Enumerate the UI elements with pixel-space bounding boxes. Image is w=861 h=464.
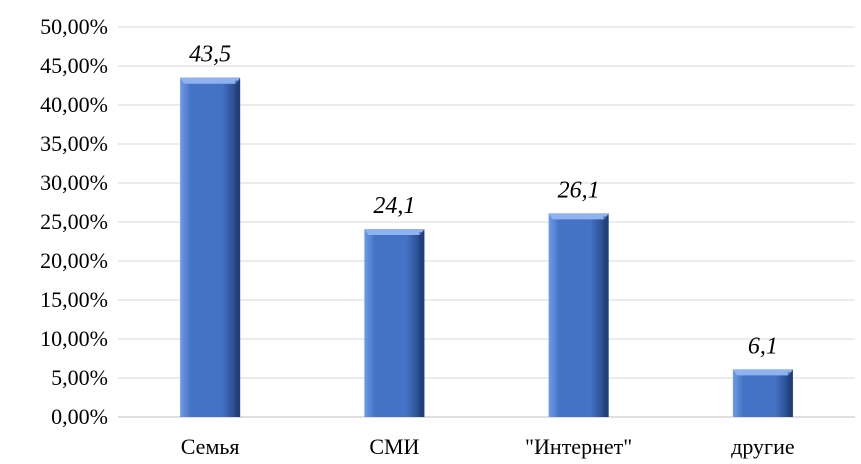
category-label: СМИ — [369, 434, 419, 459]
category-labels: Семья СМИ "Интернет" другие — [181, 434, 795, 459]
data-label: 43,5 — [189, 42, 231, 68]
data-labels: 43,5 24,1 26,1 6,1 — [189, 42, 778, 360]
bar — [732, 369, 793, 417]
y-tick-label: 5,00% — [51, 365, 108, 390]
y-axis-ticks: 0,00% 5,00% 10,00% 15,00% 20,00% 25,00% 30,00%… — [40, 14, 108, 429]
data-label: 24,1 — [373, 193, 415, 219]
bar — [548, 213, 609, 417]
y-tick-label: 0,00% — [51, 404, 108, 429]
y-tick-label: 20,00% — [40, 248, 108, 273]
y-tick-label: 25,00% — [40, 209, 108, 234]
y-tick-label: 35,00% — [40, 131, 108, 156]
bar — [364, 229, 425, 417]
category-label: другие — [731, 434, 794, 459]
bar-body — [180, 77, 241, 417]
gridlines — [118, 26, 855, 418]
bar-body — [364, 229, 425, 417]
category-label: Семья — [181, 434, 240, 459]
y-tick-label: 30,00% — [40, 170, 108, 195]
bar — [180, 77, 241, 417]
bar-side-shade — [603, 216, 609, 417]
category-label: "Интернет" — [525, 434, 632, 459]
bars — [180, 77, 793, 417]
bar-side-shade — [419, 232, 425, 417]
bar-side-shade — [235, 80, 241, 417]
y-tick-label: 40,00% — [40, 92, 108, 117]
bar-top-bevel — [364, 229, 425, 236]
y-tick-label: 10,00% — [40, 326, 108, 351]
y-tick-label: 50,00% — [40, 14, 108, 39]
bar-top-bevel — [548, 213, 609, 220]
bar-body — [548, 213, 609, 417]
y-tick-label: 15,00% — [40, 287, 108, 312]
bar-top-bevel — [180, 77, 241, 84]
bar-side-shade — [787, 372, 793, 417]
bar-body — [732, 369, 793, 417]
data-label: 6,1 — [748, 333, 778, 359]
bar-top-bevel — [732, 369, 793, 376]
y-tick-label: 45,00% — [40, 53, 108, 78]
data-label: 26,1 — [558, 177, 600, 203]
